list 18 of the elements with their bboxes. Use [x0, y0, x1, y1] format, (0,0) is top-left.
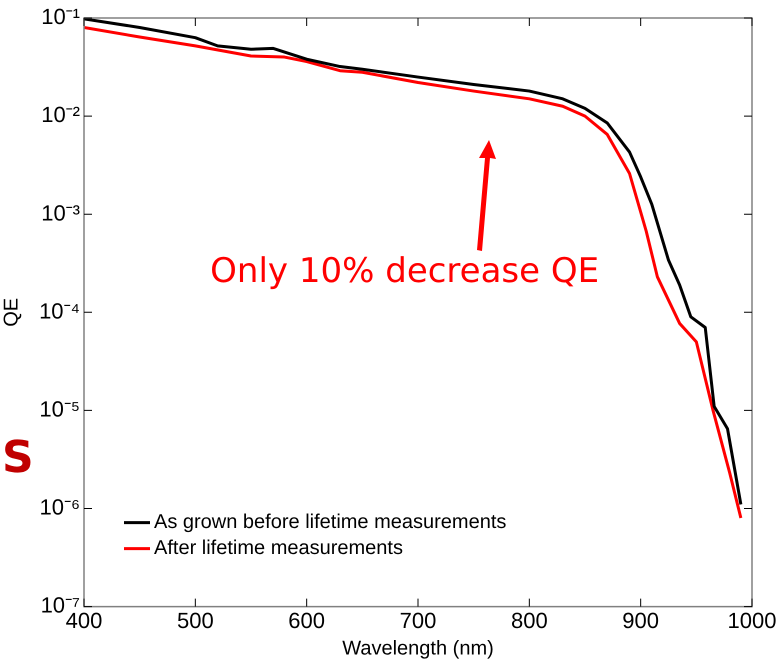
x-tick-label: 800 [510, 608, 548, 633]
y-tick-label: 10⁻⁴ [39, 298, 80, 324]
text: S [2, 432, 34, 483]
y-tick-label: 10⁻⁵ [39, 396, 80, 422]
x-tick-label: 900 [622, 608, 660, 633]
x-tick-label: 700 [400, 608, 436, 633]
legend-label: As grown before lifetime measurements [154, 511, 506, 534]
x-tick-label: 500 [176, 608, 214, 633]
y-tick-label: 10⁻² [41, 102, 80, 128]
x-axis-title: Wavelength (nm) [342, 638, 494, 660]
y-tick-label: 10⁻³ [41, 200, 80, 226]
x-tick-label: 1000 [728, 608, 776, 633]
y-axis-title: QE [0, 298, 23, 327]
y-tick-label: 10⁻¹ [41, 4, 80, 30]
annotation: Only 10% decrease QE [210, 250, 600, 291]
legend-label: After lifetime measurements [154, 537, 403, 560]
y-tick-label: 10⁻⁶ [39, 494, 80, 520]
x-tick-label: 600 [288, 608, 326, 633]
